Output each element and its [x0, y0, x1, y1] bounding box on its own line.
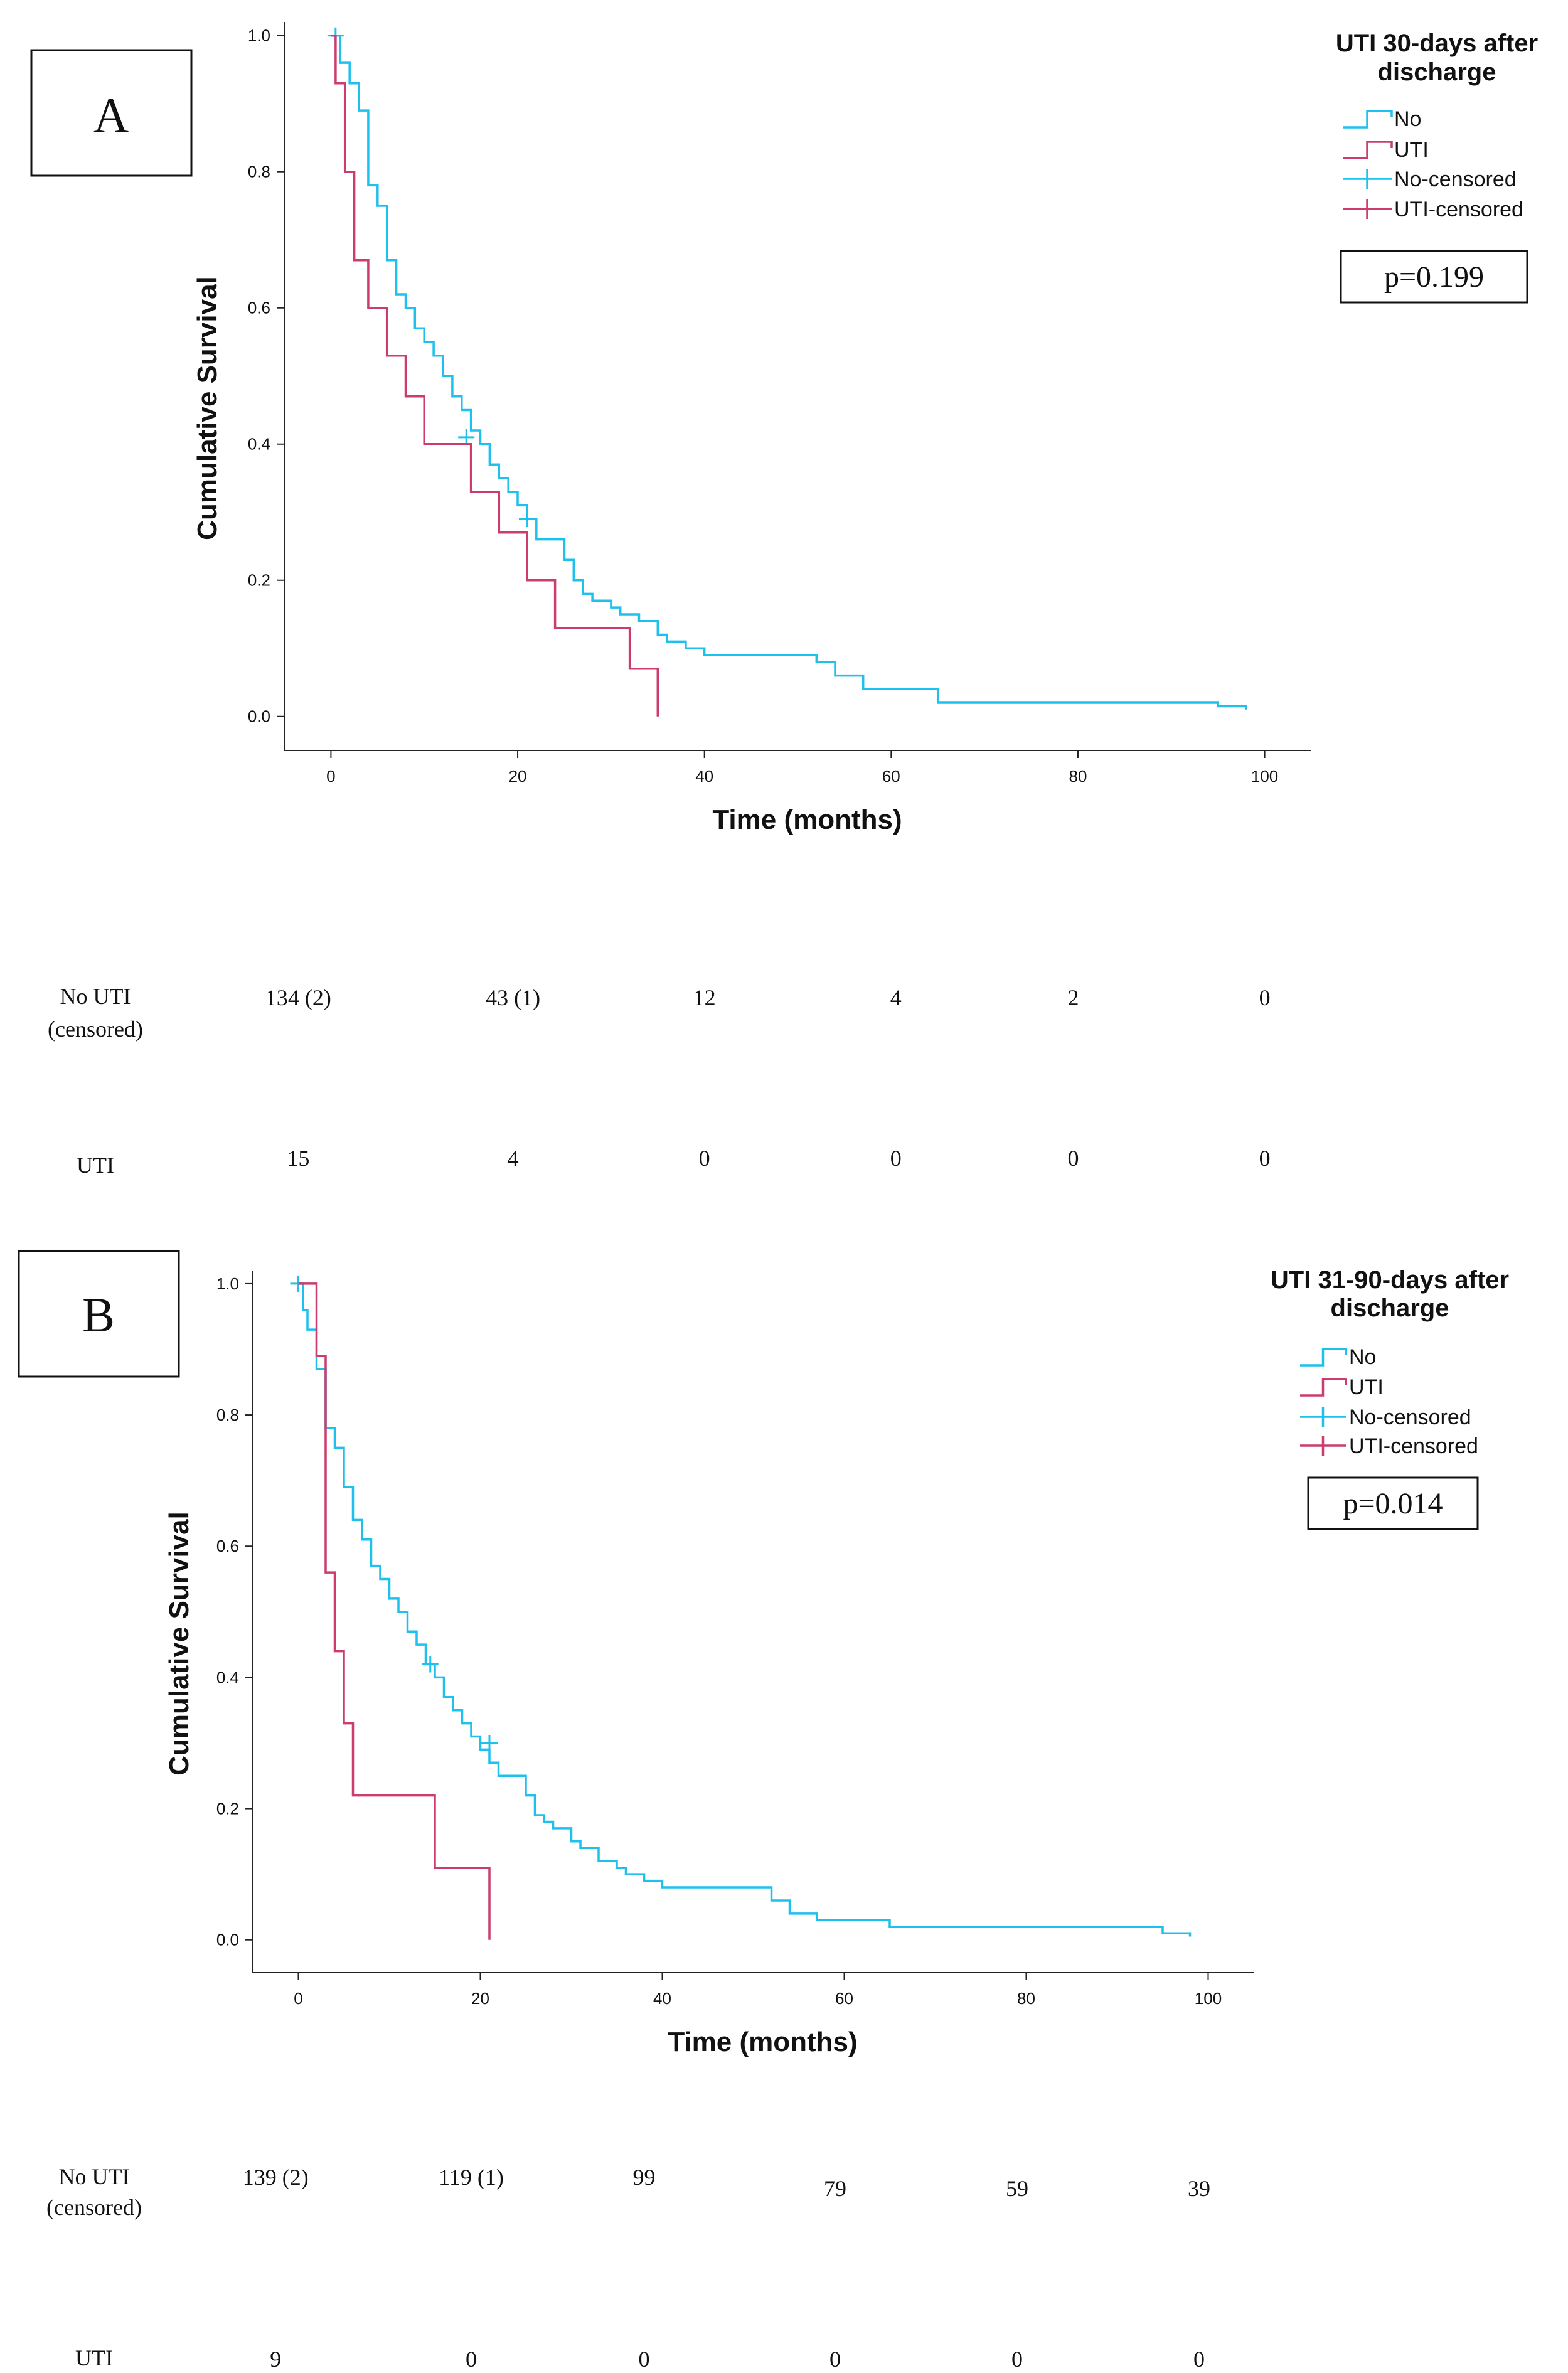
censor-mark-no	[458, 429, 475, 445]
x-axis-label: Time (months)	[668, 2027, 857, 2057]
risk-table-value: 39	[1188, 2176, 1210, 2201]
legend-entry: No	[1394, 107, 1421, 131]
x-tick-label: 0	[326, 767, 335, 786]
risk-row-label: No UTI	[59, 2164, 130, 2189]
risk-table-value: 0	[1011, 2347, 1023, 2372]
risk-table-value: 0	[1193, 2347, 1205, 2372]
legend-entry: No-censored	[1394, 168, 1517, 191]
risk-row-label: UTI	[75, 2345, 113, 2370]
risk-table-value: 15	[287, 1146, 309, 1171]
legend-title: discharge	[1331, 1294, 1449, 1322]
legend-title: UTI 30-days after	[1336, 29, 1538, 57]
legend-entry: UTI-censored	[1394, 198, 1523, 221]
legend-swatch-no	[1300, 1348, 1347, 1367]
x-tick-label: 80	[1017, 1989, 1035, 2008]
x-tick-label: 100	[1195, 1989, 1222, 2008]
p-value-text: p=0.014	[1343, 1487, 1443, 1520]
y-tick-label: 1.0	[216, 1274, 239, 1293]
risk-table-value: 0	[699, 1146, 710, 1171]
risk-table-value: 59	[1006, 2176, 1028, 2201]
legend-entry: No-censored	[1349, 1405, 1471, 1429]
y-tick-label: 0.8	[248, 163, 270, 181]
legend-entry: UTI	[1349, 1375, 1384, 1399]
x-axis-label: Time (months)	[712, 804, 902, 835]
legend-swatch-no	[1343, 110, 1393, 129]
risk-table-value: 12	[693, 985, 716, 1010]
panel-label: A	[93, 88, 129, 142]
risk-table-value: 0	[1259, 985, 1271, 1010]
x-tick-label: 20	[471, 1989, 489, 2008]
x-tick-label: 100	[1251, 767, 1278, 786]
risk-table-value: 4	[890, 985, 902, 1010]
risk-row-label: No UTI	[60, 984, 131, 1009]
legend-title: discharge	[1378, 58, 1496, 86]
risk-table-value: 0	[890, 1146, 902, 1171]
x-tick-label: 20	[509, 767, 527, 786]
legend-swatch-uti-censored	[1300, 1436, 1346, 1456]
y-tick-label: 1.0	[248, 26, 270, 45]
risk-table-value: 79	[824, 2176, 846, 2201]
risk-table-value: 0	[1068, 1146, 1079, 1171]
censor-mark-no	[422, 1656, 439, 1673]
y-tick-label: 0.0	[216, 1931, 239, 1949]
risk-row-label: (censored)	[48, 1016, 143, 1042]
survival-curve-uti	[331, 34, 659, 717]
legend-swatch-no-censored	[1300, 1407, 1346, 1427]
y-tick-label: 0.4	[216, 1668, 239, 1687]
survival-curve-uti	[298, 1282, 491, 1940]
risk-table-value: 134 (2)	[265, 985, 331, 1010]
p-value-text: p=0.199	[1384, 260, 1484, 294]
x-tick-label: 40	[695, 767, 713, 786]
legend-entry: UTI-censored	[1349, 1434, 1478, 1458]
panel-label: B	[82, 1288, 115, 1342]
x-tick-label: 60	[835, 1989, 853, 2008]
y-tick-label: 0.2	[216, 1800, 239, 1818]
p-value-box	[1340, 250, 1528, 304]
y-axis-label: Cumulative Survival	[192, 276, 223, 540]
x-tick-label: 40	[653, 1989, 671, 2008]
panel-b: 0.0 0.2 0.4 0.6 0.8 1.0 0 20 40 60 80 100 Time (mont…	[18, 1250, 1509, 2372]
risk-table-value: 0	[829, 2347, 841, 2372]
risk-row-label: (censored)	[46, 2195, 142, 2220]
legend-swatch-no-censored	[1343, 169, 1392, 189]
legend-title: UTI 31-90-days after	[1271, 1266, 1509, 1294]
risk-table-value: 0	[639, 2347, 650, 2372]
y-tick-label: 0.0	[248, 707, 270, 726]
risk-table-value: 4	[508, 1146, 519, 1171]
risk-table-value: 139 (2)	[243, 2165, 309, 2190]
risk-table-value: 99	[633, 2165, 656, 2190]
x-tick-label: 60	[882, 767, 900, 786]
risk-table-value: 119 (1)	[439, 2165, 504, 2190]
risk-row-label: UTI	[77, 1153, 114, 1178]
y-axis-label: Cumulative Survival	[164, 1512, 195, 1776]
risk-table-value: 2	[1068, 985, 1079, 1010]
y-tick-label: 0.8	[216, 1405, 239, 1424]
censor-mark-no	[518, 511, 535, 528]
y-tick-label: 0.2	[248, 571, 270, 590]
risk-table-value: 0	[1259, 1146, 1271, 1171]
survival-curve-no	[331, 34, 1247, 710]
censor-mark-no	[481, 1734, 498, 1751]
x-tick-label: 80	[1069, 767, 1087, 786]
y-tick-label: 0.6	[248, 299, 270, 317]
survival-curve-no	[298, 1282, 1192, 1937]
panel-label-box	[18, 1250, 180, 1378]
legend-swatch-uti	[1343, 141, 1393, 159]
x-tick-label: 0	[294, 1989, 302, 2008]
legend-entry: UTI	[1394, 138, 1429, 162]
y-tick-label: 0.6	[216, 1537, 239, 1555]
risk-table-value: 43 (1)	[486, 985, 540, 1010]
legend-swatch-uti	[1300, 1378, 1347, 1397]
p-value-box	[1307, 1476, 1479, 1530]
y-tick-label: 0.4	[248, 435, 270, 454]
legend-entry: No	[1349, 1345, 1376, 1369]
risk-table-value: 0	[466, 2347, 477, 2372]
legend-swatch-uti-censored	[1343, 199, 1392, 219]
risk-table-value: 9	[270, 2347, 281, 2372]
panel-label-box	[30, 49, 193, 177]
